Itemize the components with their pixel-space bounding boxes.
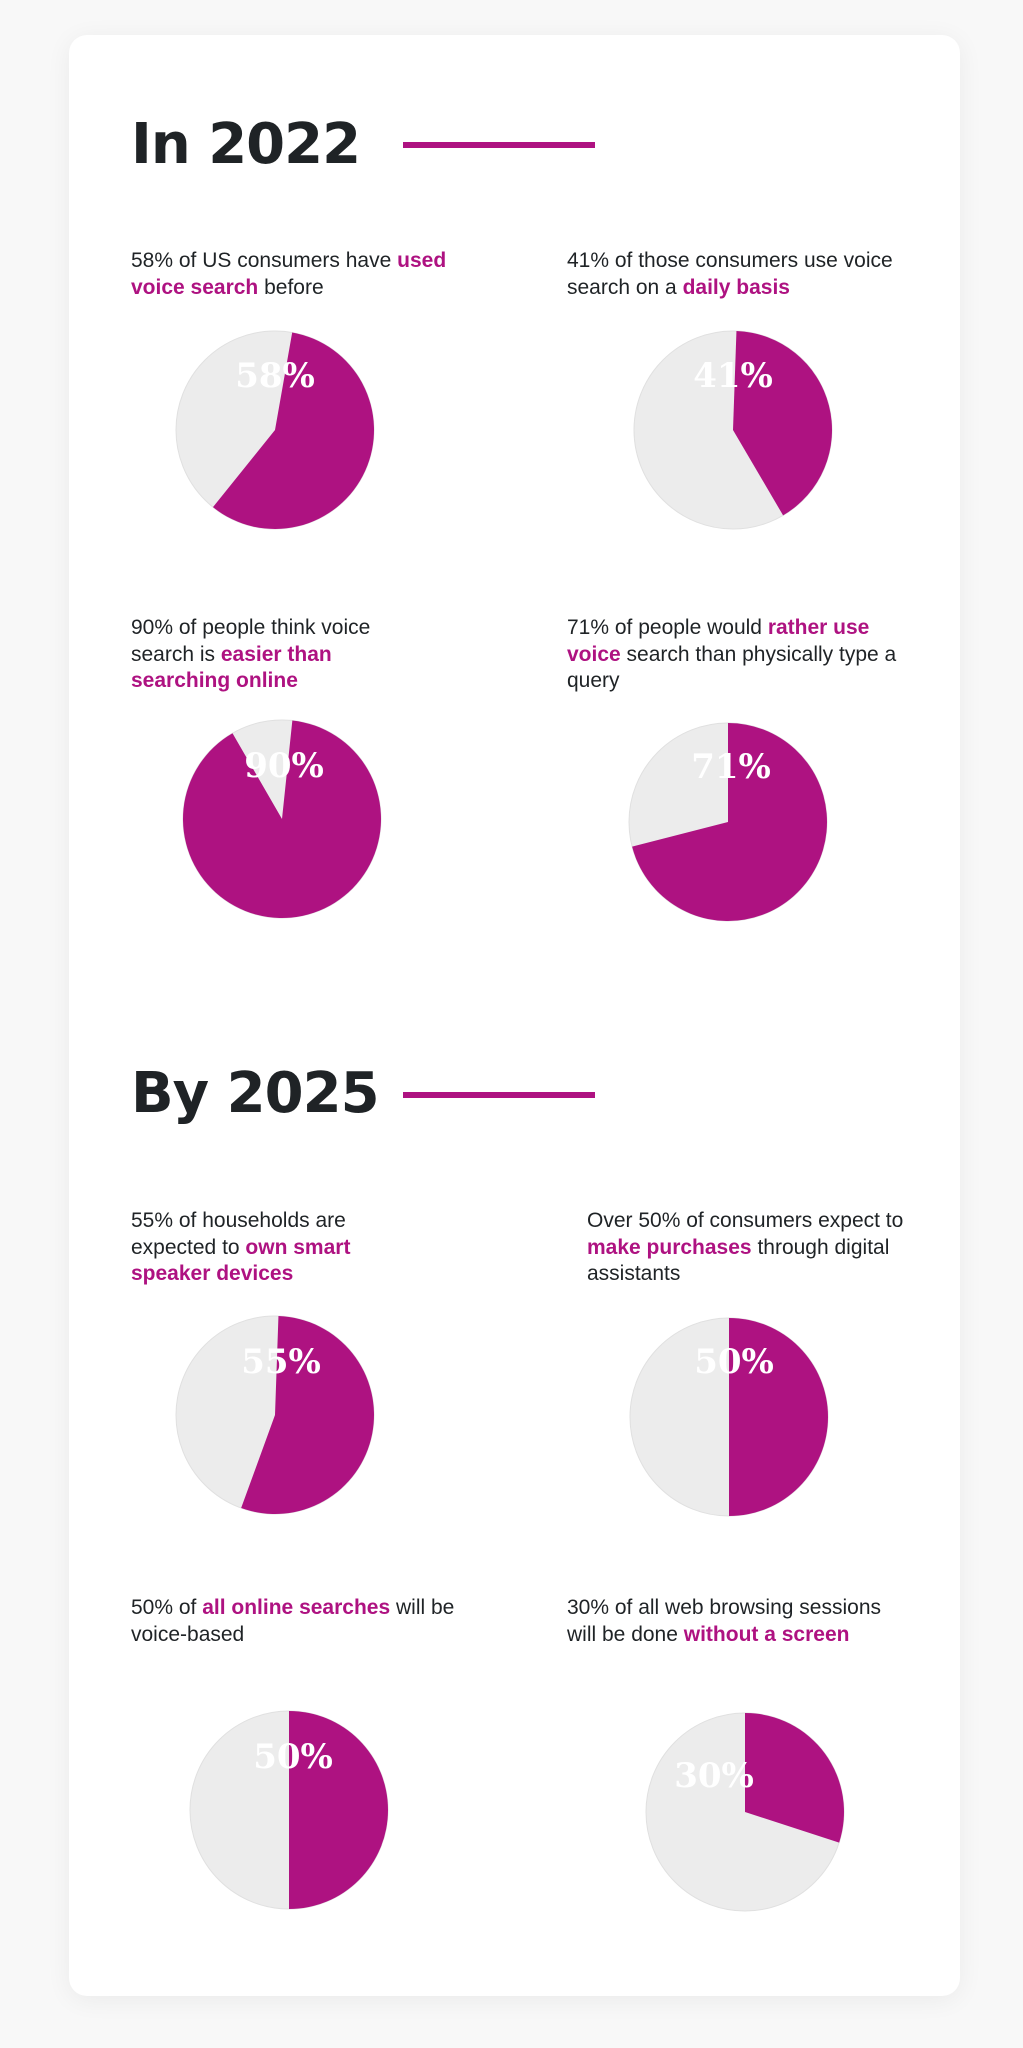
pie-chart-3: 90% xyxy=(182,719,382,919)
data-label: 41% xyxy=(693,356,773,396)
section-divider xyxy=(403,1092,595,1098)
data-label: 50% xyxy=(694,1342,774,1382)
pie-chart-2: 41% xyxy=(633,330,833,530)
stat-caption-5: 55% of households are expected to own sm… xyxy=(131,1209,351,1285)
pie-slice xyxy=(241,1316,374,1514)
data-label: 55% xyxy=(241,1342,321,1382)
pie-slice xyxy=(632,723,827,921)
pie-slice xyxy=(729,1318,828,1516)
pie-chart-7: 50% xyxy=(189,1710,389,1910)
section-title-2025: By 2025 xyxy=(131,1061,380,1126)
pie-slice xyxy=(182,720,381,918)
pie-slice xyxy=(745,1713,844,1843)
data-label: 90% xyxy=(244,746,324,786)
pie-chart-5: 55% xyxy=(175,1315,375,1515)
pie-chart-6: 50% xyxy=(629,1317,829,1517)
stat-caption-6: Over 50% of consumers expect to make pur… xyxy=(587,1209,904,1285)
pie-slice xyxy=(289,1711,388,1909)
section-divider xyxy=(403,142,595,148)
stat-caption-7: 50% of all online searches will be voice… xyxy=(131,1596,455,1646)
stat-caption-3: 90% of people think voice search is easi… xyxy=(131,616,371,692)
stat-caption-1: 58% of US consumers have used voice sear… xyxy=(131,249,447,299)
data-label: 71% xyxy=(691,747,771,787)
pie-chart-1: 58% xyxy=(175,330,375,530)
pie-slice xyxy=(212,332,375,529)
pie-chart-8: 30% xyxy=(645,1712,845,1912)
stat-caption-8: 30% of all web browsing sessions will be… xyxy=(567,1596,881,1646)
stat-caption-2: 41% of those consumers use voice search … xyxy=(567,249,893,299)
data-label: 30% xyxy=(674,1756,754,1796)
pie-chart-4: 71% xyxy=(628,722,828,922)
data-label: 58% xyxy=(235,356,315,396)
pie-slice xyxy=(733,331,833,516)
data-label: 50% xyxy=(253,1737,333,1777)
stat-caption-4: 71% of people would rather use voice sea… xyxy=(567,616,897,692)
section-title-2022: In 2022 xyxy=(131,112,361,177)
